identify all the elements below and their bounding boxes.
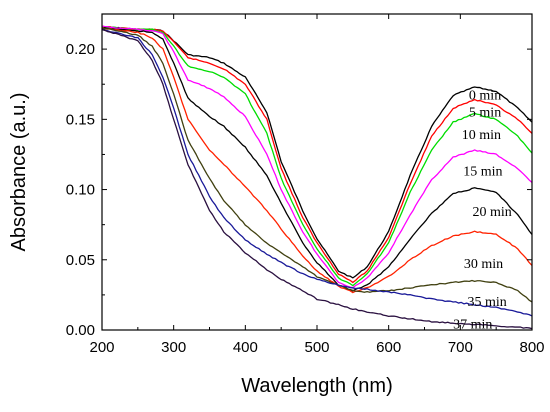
x-tick-label: 500: [304, 339, 329, 356]
curve-labels: 0 min 5 min 10 min 15 min 20 min 30 min 35 min…: [453, 89, 512, 333]
series-line: [101, 28, 533, 317]
x-tick-label: 300: [161, 339, 186, 356]
curve-label: 37 min: [453, 318, 492, 333]
curve-label: 30 min: [464, 257, 503, 272]
curve-label: 35 min: [468, 295, 507, 310]
y-tick-label: 0.15: [66, 111, 95, 128]
x-axis-title: Wavelength (nm): [241, 375, 393, 397]
curve-label: 5 min: [469, 106, 501, 121]
x-tick-label: 600: [376, 339, 401, 356]
x-tick-label: 400: [233, 339, 258, 356]
y-axis-title: Absorbance (a.u.): [8, 93, 30, 252]
series-line: [101, 28, 533, 330]
y-tick-label: 0.00: [66, 322, 95, 339]
x-tick-label: 200: [89, 339, 114, 356]
curve-label: 20 min: [473, 205, 512, 220]
curve-label: 15 min: [463, 165, 502, 180]
curve-label: 0 min: [469, 89, 501, 104]
x-tick-label: 800: [519, 339, 544, 356]
series-line: [101, 27, 533, 303]
series-lines: [101, 25, 533, 330]
y-tick-label: 0.20: [66, 41, 95, 58]
y-tick-label: 0.10: [66, 182, 95, 199]
series-line: [101, 25, 533, 289]
axis-ticks: 200 300 400 500 600 700 800 0.00 0.05 0.10 0.15 0.2…: [66, 13, 545, 356]
curve-label: 10 min: [462, 128, 501, 143]
y-tick-label: 0.05: [66, 252, 95, 269]
series-line: [101, 27, 533, 292]
series-line: [101, 26, 533, 294]
series-line: [101, 25, 533, 284]
series-line: [101, 25, 533, 287]
x-tick-label: 700: [448, 339, 473, 356]
